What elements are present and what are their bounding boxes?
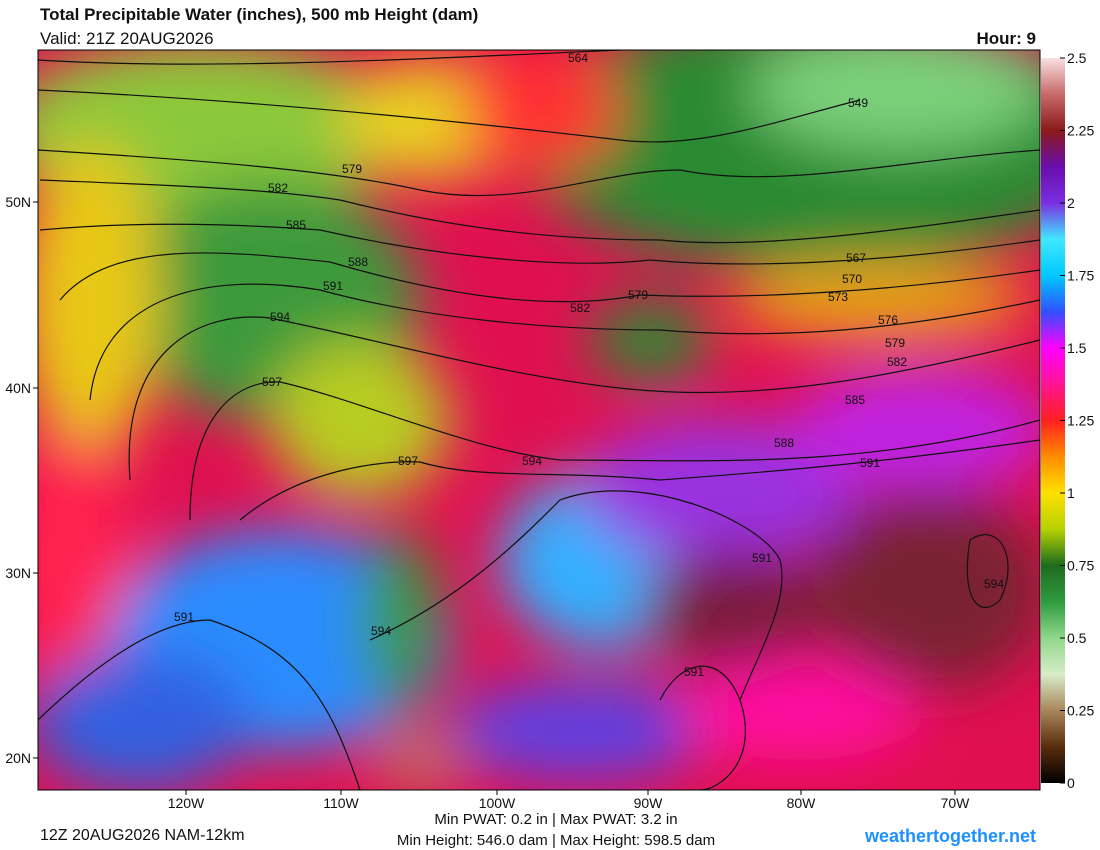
lon-label: 100W: [479, 795, 516, 811]
model-run: 12Z 20AUG2026 NAM-12km: [40, 827, 245, 844]
contour-label: 588: [774, 436, 794, 450]
contour-label: 573: [828, 290, 848, 304]
contour-label: 582: [570, 301, 590, 315]
contour-label: 579: [342, 162, 362, 176]
contour-label: 585: [286, 218, 306, 232]
colorbar-tick-label: 0.5: [1067, 630, 1087, 646]
title: Total Precipitable Water (inches), 500 m…: [40, 5, 478, 24]
contour-label: 591: [860, 456, 880, 470]
lon-label: 90W: [634, 795, 664, 811]
lat-label: 20N: [5, 750, 31, 766]
height-range: Min Height: 546.0 dam | Max Height: 598.…: [397, 832, 715, 849]
pwat-range: Min PWAT: 0.2 in | Max PWAT: 3.2 in: [434, 811, 677, 828]
colorbar-tick-label: 1.5: [1067, 340, 1087, 356]
contour-label: 579: [885, 336, 905, 350]
lon-label: 110W: [323, 795, 359, 811]
site-credit: weathertogether.net: [864, 826, 1036, 846]
contour-label: 591: [684, 665, 704, 679]
contour-label: 597: [398, 454, 418, 468]
contour-label: 582: [268, 181, 288, 195]
contour-label: 591: [752, 551, 772, 565]
colorbar-tick-label: 1.75: [1067, 268, 1094, 284]
colorbar-tick-label: 2.25: [1067, 123, 1094, 139]
contour-label: 591: [323, 279, 343, 293]
contour-label: 585: [845, 393, 865, 407]
colorbar-tick-label: 1: [1067, 485, 1075, 501]
contour-label: 576: [878, 313, 898, 327]
lat-label: 50N: [5, 194, 31, 210]
contour-label: 564: [568, 51, 588, 65]
lon-label: 120W: [168, 795, 205, 811]
colorbar-tick-label: 2.5: [1067, 50, 1087, 66]
lat-label: 40N: [5, 380, 31, 396]
lon-label: 80W: [787, 795, 817, 811]
contour-label: 579: [628, 288, 648, 302]
lon-label: 70W: [941, 795, 971, 811]
colorbar-tick-label: 1.25: [1067, 413, 1094, 429]
valid-time: Valid: 21Z 20AUG2026: [40, 29, 214, 48]
lat-label: 30N: [5, 565, 31, 581]
contour-label: 594: [371, 624, 391, 638]
contour-label: 594: [522, 454, 542, 468]
contour-label: 588: [348, 255, 368, 269]
contour-label: 591: [174, 610, 194, 624]
contour-label: 582: [887, 355, 907, 369]
colorbar-tick-label: 2: [1067, 195, 1075, 211]
map-field: [38, 50, 1040, 790]
contour-label: 549: [848, 96, 868, 110]
map-frame: [37, 49, 1041, 791]
colorbar-tick-label: 0.25: [1067, 703, 1094, 719]
contour-label: 597: [262, 375, 282, 389]
contour-label: 594: [984, 577, 1004, 591]
contour-label: 594: [270, 310, 290, 324]
forecast-hour: Hour: 9: [977, 29, 1037, 48]
contour-label: 570: [842, 272, 862, 286]
colorbar-tick-label: 0.75: [1067, 558, 1094, 574]
colorbar-tick-label: 0: [1067, 775, 1075, 791]
contour-label: 567: [846, 251, 866, 265]
